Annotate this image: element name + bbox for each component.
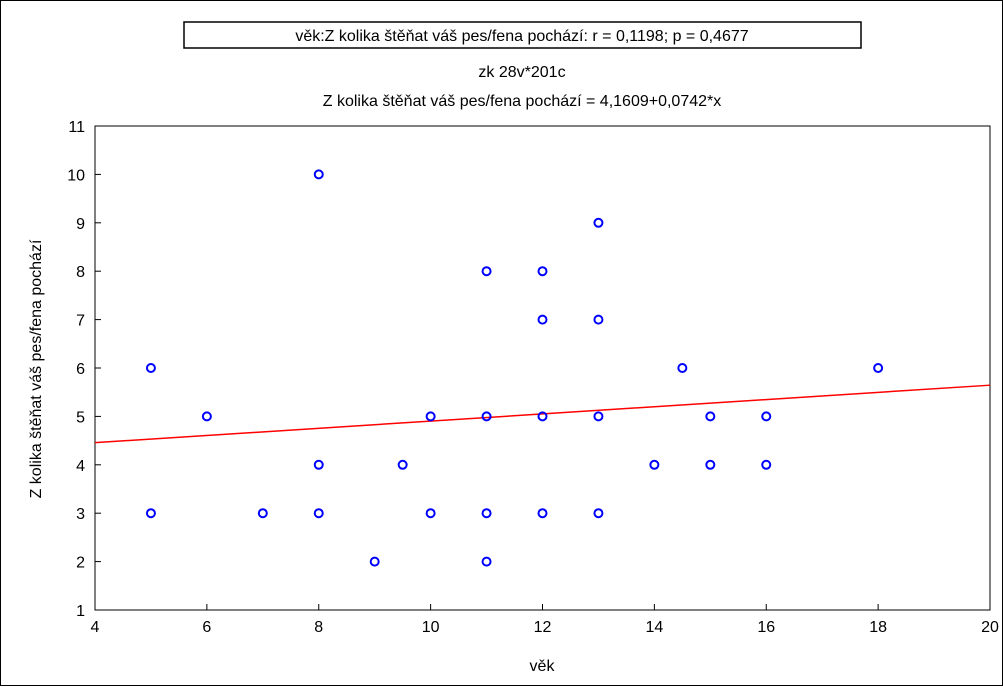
points-group [145,169,884,567]
x-axis-label: věk [530,658,556,675]
y-tick-label: 3 [76,506,85,523]
data-point [537,508,548,519]
data-point [537,411,548,422]
data-point [313,459,324,470]
data-point [257,508,268,519]
data-point [593,217,604,228]
data-point [649,459,660,470]
data-point [145,508,156,519]
data-point [369,556,380,567]
data-point [313,169,324,180]
x-tick-label: 20 [981,619,999,636]
data-point [425,411,436,422]
x-tick-label: 4 [91,619,100,636]
data-point [537,314,548,325]
y-tick-label: 1 [76,603,85,620]
y-tick-label: 5 [76,409,85,426]
data-point [761,411,772,422]
data-point [481,411,492,422]
x-tick-label: 8 [314,619,323,636]
regression-line-group [94,384,991,444]
data-point [481,508,492,519]
chart-subtitle: zk 28v*201c [478,64,565,81]
data-point [313,508,324,519]
y-axis-label: Z kolika štěňat váš pes/fena pochází [28,239,45,498]
data-point [593,508,604,519]
x-tick-label: 10 [422,619,440,636]
y-tick-label: 8 [76,264,85,281]
x-tick-label: 12 [534,619,552,636]
stat-box [183,21,862,49]
stat-box-text: věk:Z kolika štěňat váš pes/fena pochází… [295,28,748,45]
y-tick-label: 2 [76,555,85,572]
y-tick-label: 4 [76,458,85,475]
data-point [761,459,772,470]
plot-area [94,125,991,611]
data-point [481,556,492,567]
data-point [537,266,548,277]
x-tick-label: 6 [202,619,211,636]
regression-line [94,384,991,444]
x-tick-label: 14 [645,619,663,636]
data-point [593,411,604,422]
data-point [145,363,156,373]
y-tick-label: 7 [76,313,85,330]
regression-equation: Z kolika štěňat váš pes/fena pochází = 4… [323,93,722,110]
data-point [481,266,492,277]
data-point [677,363,688,373]
data-point [873,363,884,373]
data-point [201,411,212,422]
data-point [397,459,408,470]
x-tick-label: 16 [757,619,775,636]
y-tick-label: 9 [76,216,85,233]
data-point [425,508,436,519]
data-point [705,459,716,470]
data-point [593,314,604,325]
data-point [705,411,716,422]
y-tick-label: 10 [67,167,85,184]
y-tick-label: 6 [76,361,85,378]
x-tick-label: 18 [869,619,887,636]
y-tick-label: 11 [68,119,85,136]
